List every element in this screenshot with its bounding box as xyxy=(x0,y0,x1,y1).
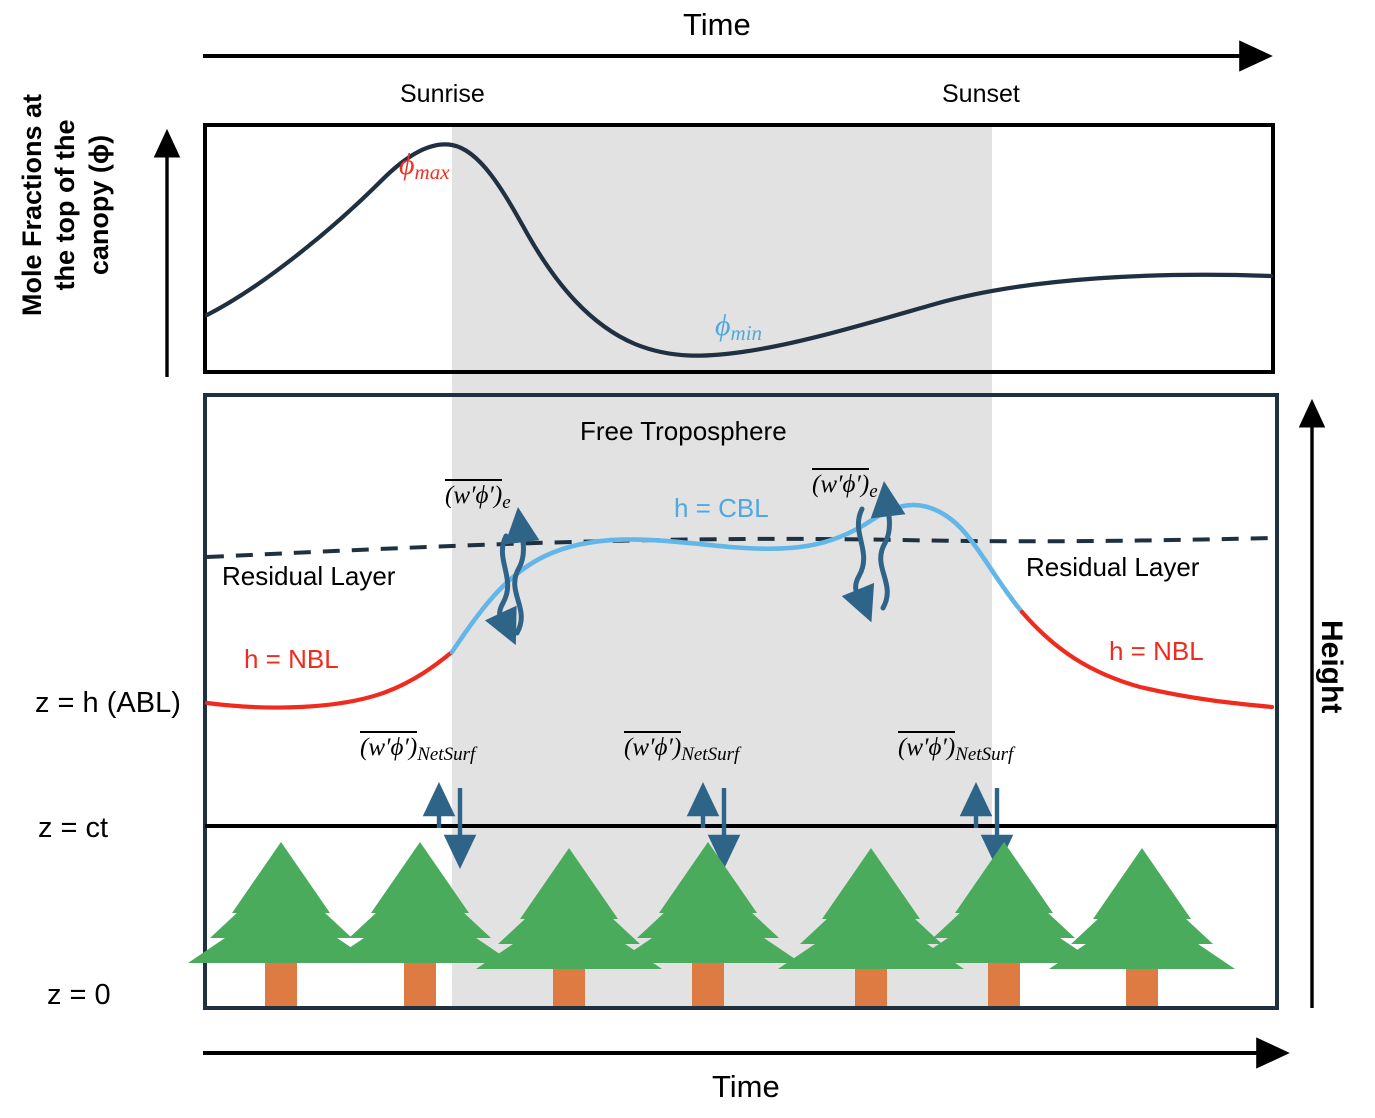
netsurf-flux-3-subscript: NetSurf xyxy=(955,744,1014,765)
entrainment-flux-right-overbar: (w′ϕ′) xyxy=(812,468,870,499)
phi-min-subscript: min xyxy=(730,321,763,345)
netsurf-flux-label-2: (w′ϕ′)NetSurf xyxy=(624,731,739,765)
nbl-curve-right xyxy=(1019,609,1275,710)
mole-fraction-axis-label: Mole Fractions at the top of the canopy … xyxy=(16,40,116,370)
entrainment-flux-label-left: (w′ϕ′)e xyxy=(445,479,511,513)
z-0-tick-label: z = 0 xyxy=(47,979,111,1011)
mole-fraction-axis-label-line2: the top of the xyxy=(50,119,81,291)
tree-4 xyxy=(615,842,801,1006)
phi-max-symbol: ϕ xyxy=(399,148,415,181)
top-panel-frame xyxy=(203,123,1275,374)
netsurf-flux-1-subscript: NetSurf xyxy=(417,744,476,765)
tree-1 xyxy=(188,842,374,1006)
sunset-label: Sunset xyxy=(942,80,1020,108)
main-panel-frame xyxy=(203,393,1279,1010)
phi-max-subscript: max xyxy=(414,160,450,184)
entrainment-flux-label-right: (w′ϕ′)e xyxy=(812,468,878,502)
entrainment-flux-right-subscript: e xyxy=(869,481,878,502)
phi-min-label: ϕmin xyxy=(715,309,762,346)
netsurf-flux-arrows-group-1 xyxy=(422,781,477,870)
height-axis-label: Height xyxy=(1315,620,1348,714)
netsurf-flux-arrows-group-3 xyxy=(959,781,1014,870)
sunrise-label: Sunrise xyxy=(400,80,485,108)
tree-7 xyxy=(1049,848,1235,1006)
mole-fraction-axis-label-line3: canopy (ϕ) xyxy=(83,134,114,276)
canopy-trees xyxy=(188,842,1235,1006)
free-troposphere-label: Free Troposphere xyxy=(580,416,787,446)
mole-fraction-curve xyxy=(204,142,1274,358)
entrainment-arrow-up-right xyxy=(870,481,906,611)
entrainment-arrow-up-left xyxy=(504,507,540,636)
tree-6 xyxy=(911,842,1097,1006)
mole-fraction-axis-label-line1: Mole Fractions at xyxy=(17,93,47,317)
tree-2 xyxy=(327,842,513,1006)
time-axis-label-top: Time xyxy=(683,7,751,42)
phi-max-label: ϕmax xyxy=(399,148,450,185)
nbl-curve-left xyxy=(204,649,455,710)
cbl-curve xyxy=(449,502,1025,655)
nbl-label-right: h = NBL xyxy=(1109,636,1204,666)
tree-3 xyxy=(476,848,662,1006)
residual-layer-label-left: Residual Layer xyxy=(222,561,396,591)
entrainment-arrow-down-right xyxy=(841,506,875,623)
netsurf-flux-label-1: (w′ϕ′)NetSurf xyxy=(360,731,475,765)
netsurf-flux-2-overbar: (w′ϕ′) xyxy=(624,731,682,762)
netsurf-flux-arrows-group-2 xyxy=(686,781,741,870)
netsurf-flux-2-subscript: NetSurf xyxy=(681,744,740,765)
netsurf-flux-label-3: (w′ϕ′)NetSurf xyxy=(898,731,1013,765)
netsurf-flux-3-overbar: (w′ϕ′) xyxy=(898,731,956,762)
tree-5 xyxy=(778,848,964,1006)
z-h-abl-tick-label: z = h (ABL) xyxy=(35,687,181,719)
entrainment-flux-left-subscript: e xyxy=(502,492,511,513)
netsurf-flux-1-overbar: (w′ϕ′) xyxy=(360,731,418,762)
residual-layer-label-right: Residual Layer xyxy=(1026,552,1200,582)
nbl-label-left: h = NBL xyxy=(244,644,339,674)
phi-min-symbol: ϕ xyxy=(715,309,731,342)
cbl-label: h = CBL xyxy=(674,493,769,523)
z-ct-tick-label: z = ct xyxy=(38,812,109,844)
entrainment-arrow-down-left xyxy=(484,533,517,646)
entrainment-flux-left-overbar: (w′ϕ′) xyxy=(445,479,503,510)
time-axis-label-bottom: Time xyxy=(712,1069,780,1104)
